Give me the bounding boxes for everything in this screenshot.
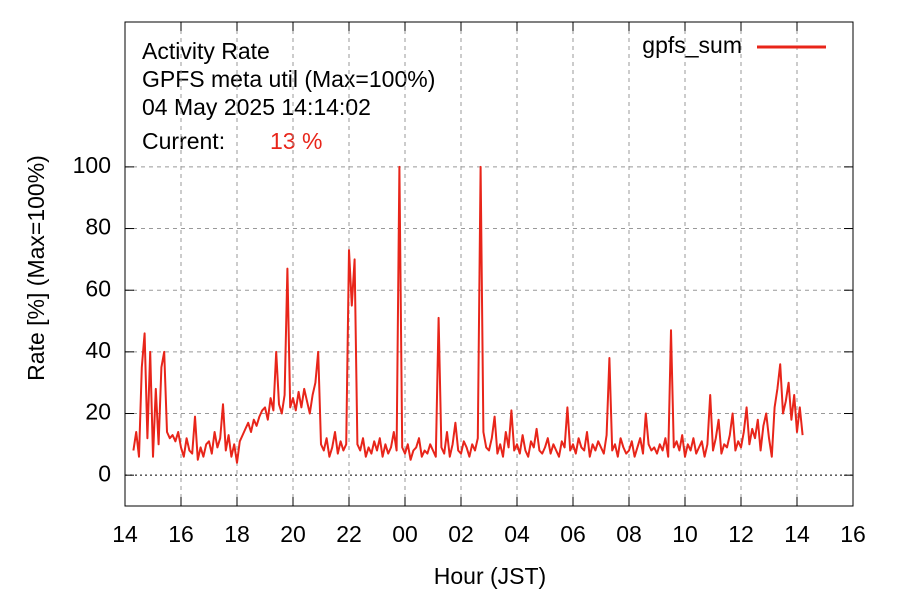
current-label: Current: [142,128,225,154]
y-tick-label: 100 [73,152,111,178]
x-tick-label: 10 [672,521,698,547]
y-tick-label: 60 [85,275,111,301]
x-tick-label: 06 [560,521,586,547]
y-tick-label: 20 [85,399,111,425]
x-tick-label: 16 [840,521,866,547]
x-tick-label: 12 [728,521,754,547]
x-tick-label: 16 [168,521,194,547]
x-tick-label: 08 [616,521,642,547]
x-tick-label: 14 [784,521,810,547]
y-tick-label: 0 [98,460,111,486]
y-tick-label: 80 [85,214,111,240]
x-tick-label: 14 [112,521,138,547]
x-tick-label: 02 [448,521,474,547]
current-value: 13 % [270,128,322,154]
plot-border [124,21,854,507]
y-tick-label: 40 [85,337,111,363]
legend-label: gpfs_sum [642,32,742,58]
chart-subtitle: GPFS meta util (Max=100%) [142,66,435,92]
y-axis-label: Rate [%] (Max=100%) [23,155,49,381]
chart-title: Activity Rate [142,38,270,64]
timestamp: 04 May 2025 14:14:02 [142,94,371,120]
x-tick-label: 00 [392,521,418,547]
x-tick-label: 20 [280,521,306,547]
x-tick-label: 04 [504,521,530,547]
x-tick-label: 22 [336,521,362,547]
x-axis-label: Hour (JST) [434,563,546,589]
x-tick-label: 18 [224,521,250,547]
data-line [132,165,804,464]
